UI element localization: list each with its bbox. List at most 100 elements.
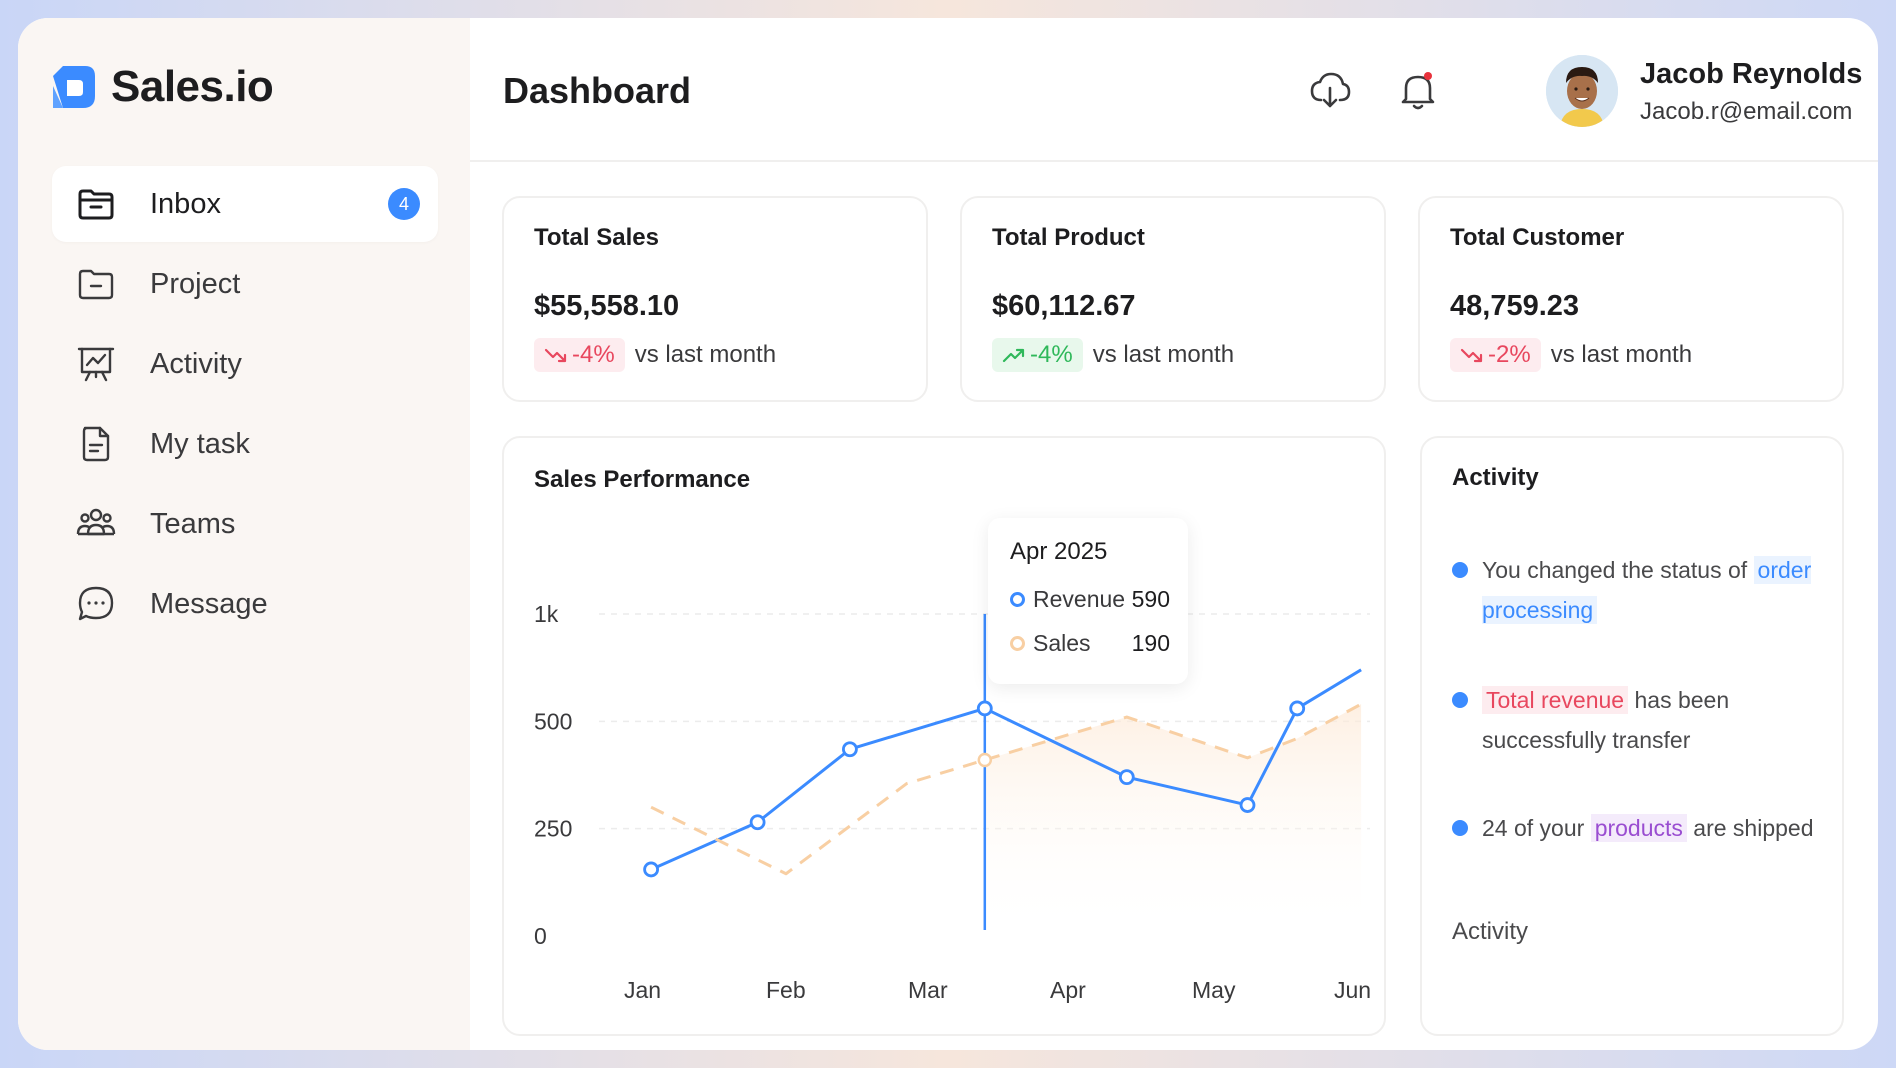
sidebar: Sales.io Inbox 4	[18, 18, 470, 1050]
folder-icon	[74, 262, 118, 306]
sidebar-item-my-task[interactable]: My task	[52, 406, 438, 482]
revenue-point	[1118, 769, 1135, 786]
y-tick-label: 500	[534, 708, 572, 734]
presentation-chart-icon	[74, 342, 118, 386]
sidebar-item-activity[interactable]: Activity	[52, 326, 438, 402]
x-tick-label: Apr	[1050, 977, 1086, 1003]
sales-performance-chart[interactable]: 0 250 500 1k Jan Feb Mar Apr May Jun	[504, 438, 1384, 1034]
chart-title: Sales Performance	[534, 466, 751, 493]
stat-card-total-customer: Total Customer 48,759.23 -2% vs last mon…	[1418, 196, 1844, 402]
x-tick-label: May	[1192, 977, 1236, 1003]
avatar[interactable]	[1546, 55, 1618, 127]
app-name: Sales.io	[111, 62, 274, 111]
sidebar-item-inbox[interactable]: Inbox 4	[52, 166, 438, 242]
tooltip-label: Sales	[1033, 630, 1091, 656]
sidebar-item-teams[interactable]: Teams	[52, 486, 438, 562]
bell-icon[interactable]	[1396, 68, 1440, 112]
user-email: Jacob.r@email.com	[1640, 98, 1853, 125]
revenue-legend-dot	[1010, 592, 1025, 607]
header: Dashboard Jacob	[470, 18, 1878, 162]
activity-item[interactable]: You changed the status of order processi…	[1452, 550, 1832, 630]
sales-area	[984, 704, 1362, 936]
activity-bullet	[1452, 820, 1468, 836]
stat-card-total-sales: Total Sales $55,558.10 -4% vs last month	[502, 196, 928, 402]
tooltip-label: Revenue	[1033, 586, 1126, 612]
stat-value: $60,112.67	[992, 290, 1136, 322]
change-caption: vs last month	[1092, 341, 1235, 368]
sidebar-item-label: Message	[150, 587, 268, 620]
activity-bullet	[1452, 562, 1468, 578]
revenue-point	[1239, 797, 1256, 813]
y-tick-label: 1k	[534, 601, 559, 627]
tooltip-row-sales: Sales 190	[1010, 630, 1170, 657]
revenue-line	[650, 668, 1362, 871]
chat-bubble-icon	[74, 582, 118, 626]
sidebar-item-label: Project	[150, 267, 241, 300]
sales-performance-card: Sales Performance 0 250 500 1k Jan Feb Mar Apr M…	[502, 436, 1386, 1036]
document-icon	[74, 422, 118, 466]
activity-text: are shipped	[1686, 815, 1814, 841]
x-tick-label: Mar	[908, 977, 948, 1003]
change-value: -2%	[1488, 341, 1531, 368]
revenue-point	[643, 861, 660, 878]
change-badge: -2%	[1450, 338, 1541, 372]
cloud-download-icon[interactable]	[1308, 68, 1352, 112]
x-tick-label: Jun	[1334, 977, 1371, 1003]
tooltip-row-revenue: Revenue 590	[1010, 586, 1170, 613]
sidebar-item-message[interactable]: Message	[52, 566, 438, 642]
revenue-point	[841, 741, 858, 758]
stat-value: 48,759.23	[1450, 290, 1580, 322]
trend-down-icon	[1460, 348, 1483, 363]
change-value: -4%	[572, 341, 615, 368]
y-tick-label: 0	[534, 923, 547, 949]
trend-down-icon	[544, 348, 567, 363]
change-caption: vs last month	[1550, 341, 1693, 368]
activity-bullet	[1452, 692, 1468, 708]
activity-footer[interactable]: Activity	[1452, 918, 1529, 945]
stat-card-total-product: Total Product $60,112.67 -4% vs last mon…	[960, 196, 1386, 402]
sidebar-item-label: Inbox	[150, 187, 221, 220]
stat-title: Total Customer	[1450, 224, 1625, 251]
activity-item[interactable]: Total revenue has been successfully tran…	[1452, 680, 1832, 760]
chart-tooltip: Apr 2025 Revenue 590 Sales 190	[988, 518, 1188, 684]
sidebar-nav: Inbox 4 Project	[52, 166, 438, 646]
team-icon	[74, 502, 118, 546]
activity-text: You changed the status of	[1482, 557, 1754, 583]
activity-card: Activity You changed the status of order…	[1420, 436, 1844, 1036]
activity-title: Activity	[1452, 464, 1539, 491]
change-caption: vs last month	[634, 341, 777, 368]
stat-title: Total Sales	[534, 224, 659, 251]
app-window: Sales.io Inbox 4	[18, 18, 1878, 1050]
activity-highlight[interactable]: Total revenue	[1482, 686, 1629, 714]
user-photo-icon	[1546, 55, 1618, 127]
logo-icon	[53, 66, 95, 108]
trend-up-icon	[1002, 348, 1025, 363]
revenue-point	[1289, 700, 1306, 717]
user-name: Jacob Reynolds	[1640, 58, 1863, 90]
stat-title: Total Product	[992, 224, 1145, 251]
page-title: Dashboard	[503, 70, 692, 111]
sales-line	[650, 702, 1362, 876]
stat-change: -4% vs last month	[992, 338, 1234, 372]
activity-item[interactable]: 24 of your products are shipped	[1452, 808, 1832, 848]
stat-change: -2% vs last month	[1450, 338, 1692, 372]
sidebar-item-label: Activity	[150, 347, 242, 380]
change-value: -4%	[1030, 341, 1073, 368]
x-tick-label: Feb	[766, 977, 806, 1003]
change-badge: -4%	[992, 338, 1083, 372]
tooltip-value: 190	[1131, 630, 1170, 656]
tooltip-title: Apr 2025	[1010, 538, 1108, 565]
activity-text: has been successfully transfer	[1482, 687, 1730, 753]
stat-value: $55,558.10	[534, 290, 680, 322]
activity-text: 24 of your	[1482, 815, 1591, 841]
inbox-icon	[74, 182, 118, 226]
logo[interactable]: Sales.io	[49, 62, 274, 112]
stat-change: -4% vs last month	[534, 338, 776, 372]
sidebar-item-label: My task	[150, 427, 250, 460]
activity-highlight[interactable]: products	[1590, 814, 1687, 842]
sales-point	[977, 752, 993, 768]
sidebar-item-label: Teams	[150, 507, 236, 540]
sidebar-item-project[interactable]: Project	[52, 246, 438, 322]
inbox-count-badge: 4	[388, 188, 420, 220]
tooltip-value: 590	[1131, 586, 1170, 612]
